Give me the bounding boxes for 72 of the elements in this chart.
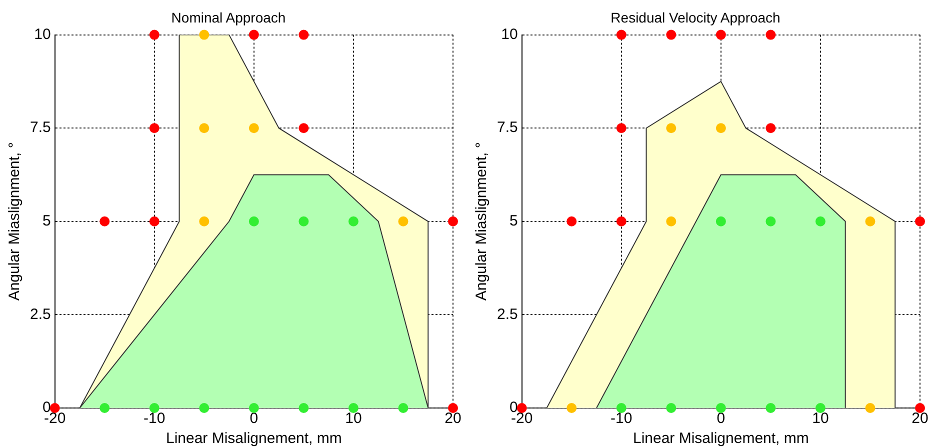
x-axis-title: Linear Misalignement, mm (166, 430, 342, 448)
x-axis-title: Linear Misalignement, mm (632, 430, 809, 448)
x-tick-label: 10 (345, 410, 362, 428)
point (566, 216, 577, 226)
point (865, 403, 876, 413)
point (716, 30, 726, 40)
chart-title: Residual Velocity Approach (610, 9, 780, 26)
point (666, 216, 676, 226)
point (199, 30, 210, 40)
point (666, 403, 676, 413)
point (448, 216, 458, 226)
point (616, 403, 626, 413)
point (348, 403, 358, 413)
point (716, 123, 726, 134)
x-tick-label: 20 (444, 410, 462, 428)
point (766, 216, 776, 226)
point (298, 216, 309, 226)
point (248, 123, 259, 134)
x-tick-label: 0 (716, 410, 726, 428)
point (616, 123, 626, 134)
point (616, 30, 626, 40)
y-tick-label: 2.5 (30, 306, 51, 323)
point (199, 216, 210, 226)
x-tick-label: 0 (250, 410, 258, 428)
point (100, 216, 110, 226)
point (248, 30, 259, 40)
point (149, 216, 160, 226)
x-tick-label: 10 (812, 410, 829, 428)
x-tick-label: 20 (912, 410, 928, 428)
point (716, 403, 726, 413)
point (666, 30, 676, 40)
point (448, 403, 458, 413)
point (815, 403, 826, 413)
point (766, 123, 776, 134)
y-tick-label: 10 (501, 26, 518, 43)
point (915, 403, 925, 413)
y-tick-label: 5 (42, 212, 51, 230)
x-tick-label: -10 (144, 410, 166, 428)
point (149, 123, 160, 134)
y-tick-label: 7.5 (30, 119, 51, 136)
point (248, 403, 259, 413)
y-tick-label: 0 (42, 399, 51, 416)
point (348, 216, 358, 226)
point (298, 123, 309, 134)
point (298, 30, 309, 40)
point (199, 403, 210, 413)
point (566, 403, 577, 413)
point (766, 30, 776, 40)
point (100, 403, 110, 413)
point (398, 403, 408, 413)
point (766, 403, 776, 413)
x-tick-label: -10 (610, 410, 632, 428)
y-axis-title: Angular Miaslignment, ° (6, 142, 24, 301)
point (915, 216, 925, 226)
point (199, 123, 210, 134)
y-tick-label: 10 (34, 26, 51, 43)
point (298, 403, 309, 413)
point (398, 216, 408, 226)
chart-title: Nominal Approach (171, 9, 286, 26)
point (666, 123, 676, 134)
point (716, 216, 726, 226)
y-tick-label: 5 (510, 212, 518, 230)
point (616, 216, 626, 226)
y-axis-title: Angular Miaslignment, ° (473, 142, 490, 301)
point (815, 216, 826, 226)
y-tick-label: 7.5 (496, 119, 518, 136)
point (865, 216, 876, 226)
y-tick-label: 0 (510, 399, 518, 416)
y-tick-label: 2.5 (496, 306, 518, 323)
point (149, 403, 160, 413)
point (248, 216, 259, 226)
point (149, 30, 160, 40)
